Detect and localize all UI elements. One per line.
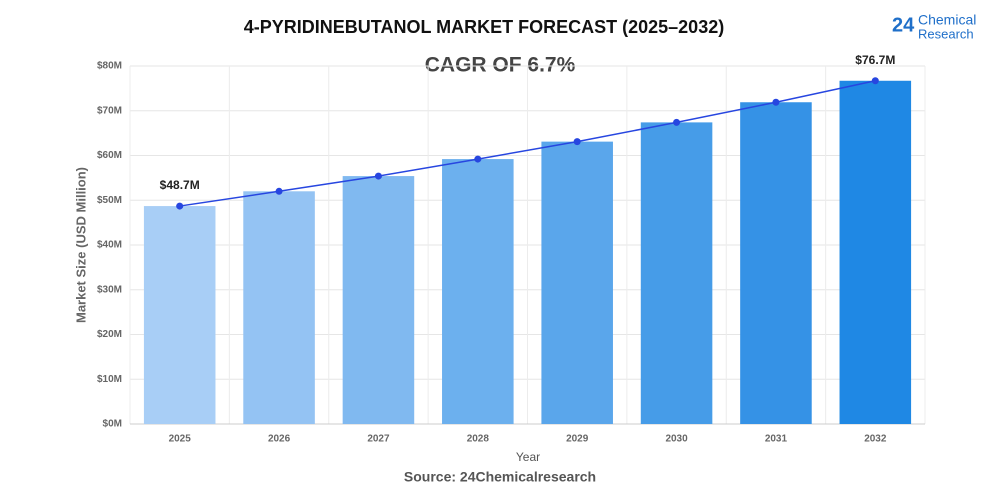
chart-subtitle: CAGR OF 6.7% bbox=[425, 54, 576, 77]
trend-point bbox=[474, 155, 482, 163]
bar bbox=[442, 159, 514, 424]
y-tick-label: $30M bbox=[97, 284, 122, 295]
bar bbox=[640, 122, 713, 424]
x-tick-label: 2032 bbox=[864, 434, 887, 445]
trend-point bbox=[275, 187, 283, 195]
y-tick-label: $80M bbox=[97, 61, 122, 72]
logo-line2: Research bbox=[918, 26, 974, 41]
y-tick-label: $50M bbox=[97, 195, 122, 206]
trend-point bbox=[871, 77, 879, 85]
bar bbox=[541, 141, 613, 424]
trend-point bbox=[772, 98, 780, 106]
y-tick-label: $60M bbox=[97, 150, 122, 161]
logo-number: 24 bbox=[892, 14, 915, 36]
y-tick-label: $0M bbox=[103, 419, 122, 430]
y-tick-label: $70M bbox=[97, 105, 122, 116]
y-tick-label: $40M bbox=[97, 240, 122, 251]
bar bbox=[243, 191, 315, 424]
bar bbox=[342, 176, 415, 424]
x-tick-label: 2031 bbox=[765, 434, 788, 445]
x-tick-label: 2028 bbox=[467, 434, 490, 445]
logo-line1: Chemical bbox=[918, 12, 976, 28]
trend-point bbox=[573, 138, 581, 146]
chart-title: 4-PYRIDINEBUTANOL MARKET FORECAST (2025–… bbox=[244, 17, 724, 37]
y-axis-label: Market Size (USD Million) bbox=[73, 167, 88, 323]
bar bbox=[740, 102, 812, 424]
source: Source: 24Chemicalresearch bbox=[404, 469, 596, 485]
y-tick-label: $20M bbox=[97, 329, 122, 340]
trend-point bbox=[673, 118, 681, 126]
x-axis-label: Year bbox=[516, 450, 540, 464]
value-label: $48.7M bbox=[160, 178, 200, 192]
bar bbox=[839, 80, 912, 424]
x-tick-label: 2029 bbox=[566, 434, 589, 445]
x-tick-label: 2025 bbox=[169, 434, 192, 445]
x-tick-label: 2027 bbox=[367, 434, 390, 445]
value-label: $76.7M bbox=[855, 53, 895, 67]
bar bbox=[143, 206, 216, 424]
x-tick-label: 2030 bbox=[665, 434, 688, 445]
y-tick-label: $10M bbox=[97, 374, 122, 385]
trend-point bbox=[374, 172, 382, 180]
trend-point bbox=[176, 202, 184, 210]
x-tick-label: 2026 bbox=[268, 434, 291, 445]
trend-line bbox=[179, 80, 876, 207]
